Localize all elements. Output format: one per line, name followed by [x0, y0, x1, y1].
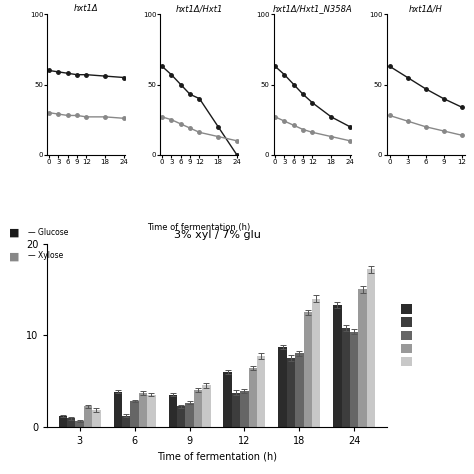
Text: — Xylose: — Xylose: [28, 251, 64, 260]
Bar: [147, 395, 155, 427]
Bar: [232, 393, 240, 427]
Title: hxt1Δ/Hxt1_N358A: hxt1Δ/Hxt1_N358A: [273, 4, 352, 13]
Text: — Glucose: — Glucose: [28, 228, 69, 237]
Legend: , , , , : , , , ,: [401, 304, 418, 366]
Title: hxt1Δ/H: hxt1Δ/H: [409, 4, 442, 13]
Bar: [295, 354, 303, 427]
Bar: [67, 419, 75, 427]
Bar: [185, 403, 194, 427]
Bar: [278, 347, 287, 427]
Bar: [59, 416, 67, 427]
Bar: [350, 331, 358, 427]
Bar: [312, 299, 320, 427]
Bar: [367, 269, 375, 427]
Bar: [169, 395, 177, 427]
Bar: [114, 392, 122, 427]
Bar: [202, 385, 210, 427]
Bar: [358, 290, 367, 427]
Bar: [84, 407, 92, 427]
Bar: [248, 368, 257, 427]
X-axis label: Time of fermentation (h): Time of fermentation (h): [157, 451, 277, 461]
Title: hxt1Δ: hxt1Δ: [74, 4, 99, 13]
Bar: [223, 372, 232, 427]
Bar: [257, 356, 265, 427]
Title: 3% xyl / 7% glu: 3% xyl / 7% glu: [173, 230, 260, 240]
Bar: [240, 391, 248, 427]
Text: ■: ■: [9, 251, 20, 261]
Bar: [122, 416, 130, 427]
Text: Time of fermentation (h): Time of fermentation (h): [147, 223, 251, 232]
Bar: [194, 390, 202, 427]
Bar: [333, 305, 342, 427]
Title: hxt1Δ/Hxt1: hxt1Δ/Hxt1: [176, 4, 223, 13]
Bar: [139, 393, 147, 427]
Bar: [287, 358, 295, 427]
Bar: [92, 410, 100, 427]
Bar: [130, 401, 139, 427]
Bar: [75, 421, 84, 427]
Text: ■: ■: [9, 228, 20, 237]
Bar: [177, 407, 185, 427]
Bar: [303, 312, 312, 427]
Bar: [342, 328, 350, 427]
